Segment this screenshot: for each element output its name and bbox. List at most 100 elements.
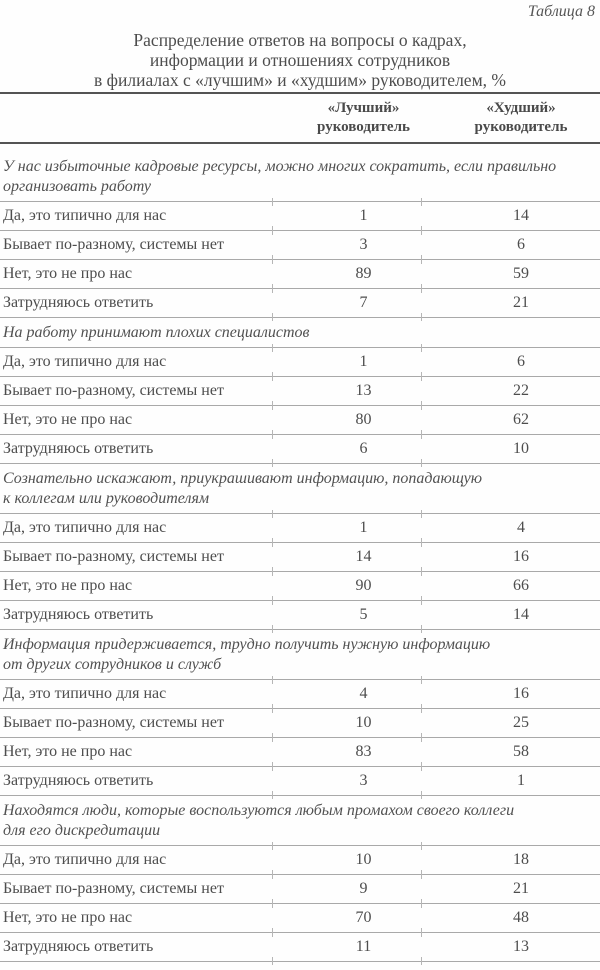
- row-label: Да, это типично для нас: [0, 201, 272, 231]
- value-best: 5: [271, 597, 421, 634]
- value-best: 70: [271, 900, 421, 937]
- value-best: 14: [271, 539, 421, 576]
- section-title-row: Сознательно искажают, приукрашивают инфо…: [0, 463, 600, 514]
- table-title-line: в филиалах с «лучшим» и «худшим» руковод…: [94, 70, 506, 90]
- table-row: Да, это типично для нас 1 14: [0, 198, 600, 235]
- table-row: Нет, это не про нас 90 66: [0, 568, 600, 605]
- section-title: Находятся люди, которые воспользуются лю…: [0, 795, 600, 846]
- table-row: Бывает по-разному, системы нет 14 16: [0, 539, 600, 576]
- row-label: Бывает по-разному, системы нет: [0, 230, 272, 260]
- value-best: 89: [271, 256, 421, 293]
- header-best-line: руководитель: [317, 119, 410, 135]
- value-best: 10: [271, 842, 421, 879]
- value-best: 80: [271, 402, 421, 439]
- row-label: Да, это типично для нас: [0, 513, 272, 543]
- table-row: Затрудняюсь ответить 3 1: [0, 763, 600, 800]
- value-worst: 22: [420, 373, 600, 410]
- value-best: 83: [271, 734, 421, 771]
- row-label: Нет, это не про нас: [0, 405, 272, 435]
- row-label: Нет, это не про нас: [0, 571, 272, 601]
- value-worst: 59: [420, 256, 600, 293]
- value-best: 10: [271, 705, 421, 742]
- value-best: 1: [271, 344, 421, 381]
- table-row: Бывает по-разному, системы нет 9 21: [0, 871, 600, 908]
- value-worst: 62: [420, 402, 600, 439]
- value-worst: 1: [420, 763, 600, 800]
- section-title-line: организовать работу: [3, 178, 151, 195]
- table-row: Нет, это не про нас 80 62: [0, 402, 600, 439]
- value-best: 7: [271, 285, 421, 322]
- data-table: «Лучший» руководитель «Худший» руководит…: [0, 92, 600, 966]
- row-label: Да, это типично для нас: [0, 845, 272, 875]
- section-title-row: Информация придерживается, трудно получи…: [0, 629, 600, 680]
- value-best: 13: [271, 373, 421, 410]
- row-label: Затрудняюсь ответить: [0, 600, 272, 630]
- value-worst: 58: [420, 734, 600, 771]
- table-row: Нет, это не про нас 70 48: [0, 900, 600, 937]
- row-label: Да, это типично для нас: [0, 679, 272, 709]
- row-label: Бывает по-разному, системы нет: [0, 542, 272, 572]
- section-title-row: У нас избыточные кадровые ресурсы, можно…: [0, 143, 600, 202]
- table-title: Распределение ответов на вопросы о кадра…: [0, 30, 600, 90]
- section-title-row: Находятся люди, которые воспользуются лю…: [0, 795, 600, 846]
- header-best-manager: «Лучший» руководитель: [272, 92, 421, 144]
- value-worst: 13: [420, 929, 600, 966]
- section-title: На работу принимают плохих специалистов: [0, 317, 600, 348]
- row-label: Бывает по-разному, системы нет: [0, 376, 272, 406]
- value-worst: 18: [420, 842, 600, 879]
- table-row: Нет, это не про нас 89 59: [0, 256, 600, 293]
- section-title-row: На работу принимают плохих специалистов: [0, 317, 600, 348]
- value-best: 3: [271, 227, 421, 264]
- table-row: Затрудняюсь ответить 11 13: [0, 929, 600, 966]
- table-row: Бывает по-разному, системы нет 13 22: [0, 373, 600, 410]
- header-empty-cell: [0, 92, 272, 144]
- value-worst: 16: [420, 539, 600, 576]
- value-best: 11: [271, 929, 421, 966]
- header-worst-line: руководитель: [474, 119, 568, 135]
- header-worst-line: «Худший»: [486, 100, 556, 116]
- value-best: 1: [271, 510, 421, 547]
- table-row: Бывает по-разному, системы нет 3 6: [0, 227, 600, 264]
- section-title: Сознательно искажают, приукрашивают инфо…: [0, 463, 600, 514]
- section-title: Информация придерживается, трудно получи…: [0, 629, 600, 680]
- value-worst: 6: [420, 344, 600, 381]
- value-best: 9: [271, 871, 421, 908]
- value-best: 1: [271, 198, 421, 235]
- table-row: Да, это типично для нас 1 6: [0, 344, 600, 381]
- row-label: Нет, это не про нас: [0, 737, 272, 767]
- section-title-line: для его дискредитации: [3, 822, 161, 839]
- row-label: Нет, это не про нас: [0, 903, 272, 933]
- row-label: Затрудняюсь ответить: [0, 932, 272, 962]
- value-worst: 6: [420, 227, 600, 264]
- value-worst: 21: [420, 871, 600, 908]
- value-best: 90: [271, 568, 421, 605]
- table-row: Нет, это не про нас 83 58: [0, 734, 600, 771]
- section-title: У нас избыточные кадровые ресурсы, можно…: [0, 143, 600, 202]
- table-row: Затрудняюсь ответить 5 14: [0, 597, 600, 634]
- table-row: Затрудняюсь ответить 6 10: [0, 431, 600, 468]
- row-label: Затрудняюсь ответить: [0, 288, 272, 318]
- header-worst-manager: «Худший» руководитель: [421, 92, 600, 144]
- value-worst: 4: [420, 510, 600, 547]
- value-worst: 10: [420, 431, 600, 468]
- row-label: Да, это типично для нас: [0, 347, 272, 377]
- header-row: «Лучший» руководитель «Худший» руководит…: [0, 92, 600, 144]
- header-best-line: «Лучший»: [327, 100, 400, 116]
- section-title-line: На работу принимают плохих специалистов: [3, 324, 310, 341]
- section-title-line: Находятся люди, которые воспользуются лю…: [3, 802, 515, 819]
- row-label: Нет, это не про нас: [0, 259, 272, 289]
- row-label: Затрудняюсь ответить: [0, 434, 272, 464]
- value-worst: 21: [420, 285, 600, 322]
- value-worst: 25: [420, 705, 600, 742]
- value-best: 3: [271, 763, 421, 800]
- value-worst: 14: [420, 198, 600, 235]
- section-title-line: Сознательно искажают, приукрашивают инфо…: [3, 470, 483, 487]
- row-label: Бывает по-разному, системы нет: [0, 874, 272, 904]
- table-row: Да, это типично для нас 4 16: [0, 676, 600, 713]
- table-title-line: Распределение ответов на вопросы о кадра…: [133, 30, 467, 50]
- table-title-line: информации и отношениях сотрудников: [149, 50, 451, 70]
- section-title-line: У нас избыточные кадровые ресурсы, можно…: [3, 158, 557, 175]
- table-row: Бывает по-разному, системы нет 10 25: [0, 705, 600, 742]
- value-worst: 48: [420, 900, 600, 937]
